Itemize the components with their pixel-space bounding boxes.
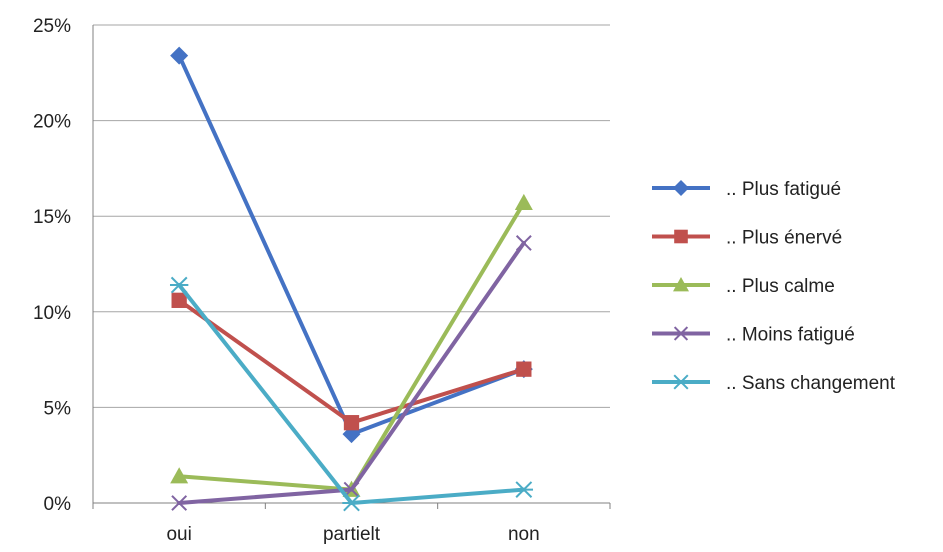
y-tick-label: 10%	[33, 303, 71, 324]
series-line	[177, 53, 526, 437]
legend-label: .. Plus fatigué	[726, 179, 841, 200]
data-point	[516, 361, 532, 377]
data-point	[343, 415, 360, 431]
data-point	[170, 46, 189, 65]
y-tick-label: 0%	[44, 494, 72, 515]
x-tick-label: oui	[166, 524, 191, 545]
legend-marker	[673, 326, 689, 341]
legend-label: .. Moins fatigué	[726, 325, 855, 346]
legend-marker	[673, 277, 689, 292]
legend-label: .. Plus calme	[726, 276, 835, 297]
data-point	[515, 235, 532, 251]
data-point	[171, 292, 187, 308]
data-point	[170, 467, 189, 484]
y-tick-label: 20%	[33, 112, 71, 133]
legend-marker	[672, 374, 690, 390]
data-point	[169, 276, 189, 294]
data-point	[171, 495, 188, 511]
data-point	[514, 481, 534, 498]
data-point	[342, 494, 361, 512]
legend-label: .. Sans changement	[726, 373, 896, 394]
data-point	[514, 193, 533, 211]
y-tick-label: 5%	[44, 398, 72, 419]
x-tick-label: partielt	[323, 524, 381, 545]
legend-marker	[673, 180, 689, 196]
legend-marker	[674, 229, 688, 244]
legend-label: .. Plus énervé	[726, 228, 842, 249]
y-tick-label: 15%	[33, 207, 71, 228]
x-tick-label: non	[508, 524, 540, 545]
series-line	[177, 240, 526, 505]
series-line	[177, 200, 526, 492]
y-tick-label: 25%	[33, 16, 71, 37]
